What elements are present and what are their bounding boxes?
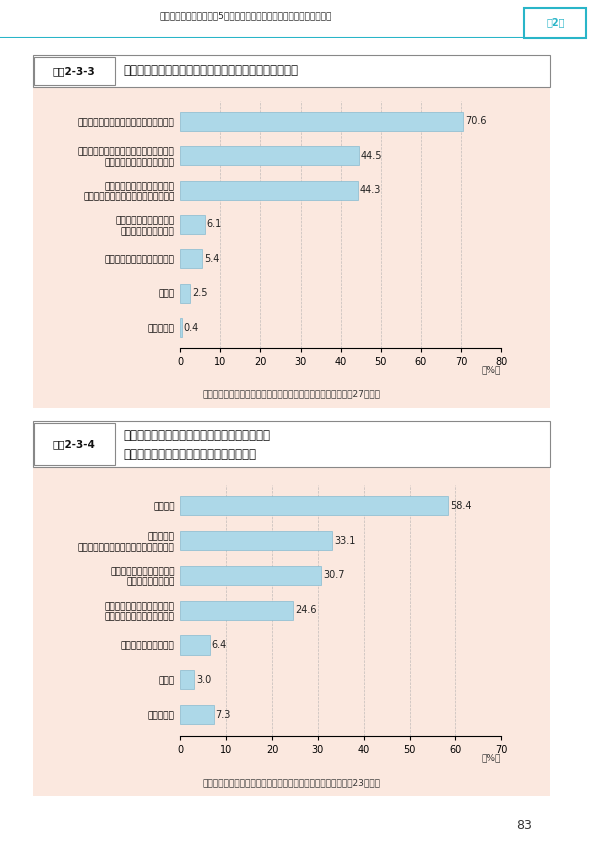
- Text: 東日本大震災の発生から5年が経過した被災地における土地利用の現状: 東日本大震災の発生から5年が経過した被災地における土地利用の現状: [160, 11, 332, 20]
- Bar: [180, 496, 448, 515]
- Text: 地: 地: [574, 369, 580, 377]
- Bar: [180, 636, 209, 654]
- Text: （%）: （%）: [482, 754, 501, 762]
- FancyBboxPatch shape: [35, 56, 114, 85]
- Text: 向: 向: [574, 514, 580, 523]
- FancyBboxPatch shape: [33, 55, 550, 87]
- Text: （%）: （%）: [482, 365, 501, 375]
- Text: 動: 動: [574, 490, 580, 498]
- Bar: [180, 531, 332, 550]
- Bar: [180, 705, 214, 724]
- FancyBboxPatch shape: [33, 421, 550, 467]
- Bar: [180, 566, 321, 585]
- Bar: [180, 284, 190, 302]
- Text: 30.7: 30.7: [323, 570, 345, 580]
- Text: に: に: [574, 393, 580, 402]
- Bar: [180, 670, 194, 690]
- Bar: [180, 181, 358, 200]
- Text: 33.1: 33.1: [334, 536, 355, 546]
- FancyBboxPatch shape: [35, 424, 114, 465]
- Text: 7.3: 7.3: [215, 710, 231, 720]
- Bar: [180, 318, 182, 337]
- Text: る: る: [574, 466, 580, 474]
- Text: 図表2-3-4: 図表2-3-4: [53, 440, 96, 449]
- Text: （不動産について以前より気になること）: （不動産について以前より気になること）: [123, 448, 256, 461]
- Text: 24.6: 24.6: [295, 605, 317, 616]
- Text: 東日本大震災以降、住まい選択の基準で変化があった点: 東日本大震災以降、住まい選択の基準で変化があった点: [123, 64, 298, 77]
- Text: 44.5: 44.5: [361, 151, 382, 161]
- Text: 58.4: 58.4: [450, 501, 471, 511]
- Text: す: す: [574, 441, 580, 450]
- Text: 44.3: 44.3: [360, 185, 381, 195]
- Text: 第2章: 第2章: [547, 17, 565, 27]
- Text: 5.4: 5.4: [204, 253, 220, 264]
- Text: 3.0: 3.0: [196, 675, 211, 685]
- Bar: [180, 249, 202, 269]
- Bar: [180, 147, 359, 165]
- Text: 70.6: 70.6: [465, 116, 487, 126]
- Text: 0.4: 0.4: [184, 322, 199, 333]
- Text: 土: 土: [574, 344, 580, 354]
- Text: 東日本大震災による不動産に対する志向の変化: 東日本大震災による不動産に対する志向の変化: [123, 429, 270, 442]
- Text: 6.1: 6.1: [206, 220, 222, 230]
- Text: 83: 83: [516, 818, 531, 832]
- Text: 図表2-3-3: 図表2-3-3: [53, 66, 96, 76]
- Text: 資料：国土交通省「土地問題に関する国民の意識調査」（平成27年度）: 資料：国土交通省「土地問題に関する国民の意識調査」（平成27年度）: [202, 389, 381, 398]
- Bar: [180, 215, 205, 234]
- Bar: [180, 112, 464, 131]
- Text: 関: 関: [574, 417, 580, 426]
- Text: 6.4: 6.4: [211, 640, 227, 650]
- Text: 資料：国土交通省「土地問題に関する国民の意識調査」（平成23年度）: 資料：国土交通省「土地問題に関する国民の意識調査」（平成23年度）: [202, 778, 381, 787]
- Text: 2.5: 2.5: [192, 288, 208, 298]
- Bar: [180, 600, 293, 620]
- FancyBboxPatch shape: [524, 8, 585, 38]
